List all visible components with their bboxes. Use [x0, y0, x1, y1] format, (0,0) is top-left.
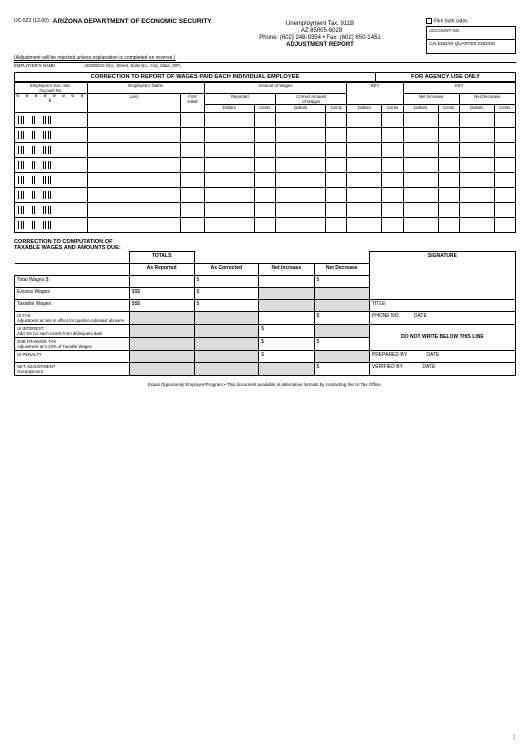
col-cents-4: Cents	[438, 104, 459, 112]
form-page: UC-522 (12-00) ARIZONA DEPARTMENT OF ECO…	[0, 0, 530, 749]
band-right: FOR AGENCY USE ONLY	[376, 72, 516, 82]
title-box[interactable]: TITLE	[369, 299, 515, 311]
department-name: ARIZONA DEPARTMENT OF ECONOMIC SECURITY	[53, 18, 212, 25]
checkbox-icon[interactable]	[426, 18, 432, 24]
as-corrected: As Corrected	[194, 263, 259, 275]
col-dollars-3: Dollars	[347, 104, 382, 112]
col-first-initial: FirstInitial	[181, 93, 204, 112]
employer-address-labels: EMPLOYER'S NAME ADDRESS (No., Street, Su…	[14, 63, 516, 68]
right-header-boxes: Film both sides ACCOUNT NO. CALENDAR QUA…	[426, 18, 516, 54]
col-cents-2: Cents	[326, 104, 347, 112]
col-last: Last	[87, 93, 181, 112]
address-label: ADDRESS (No., Street, Suite No., City, S…	[84, 63, 516, 68]
totals-table: TOTALS SIGNATURE As Reported As Correcte…	[14, 251, 516, 376]
page-number: 1	[513, 735, 516, 741]
rejection-note: (Adjustment will be rejected unless expl…	[14, 55, 516, 61]
col-correct: Correct Amountof Wages	[275, 93, 346, 104]
col-cents-1: Cents	[254, 104, 275, 112]
totals-header: TOTALS SIGNATURE	[15, 251, 516, 263]
ssn-zeros: 0 0 0 0 0 0 0 0 0	[15, 93, 88, 112]
totals-label: TOTALS	[129, 251, 194, 263]
table-row[interactable]	[15, 187, 516, 202]
do-not-write: DO NOT WRITE BELOW THIS LINE	[369, 324, 515, 350]
calendar-quarter-box[interactable]: CALENDAR QUARTER ENDING	[426, 40, 516, 54]
form-code: UC-522 (12-00)	[14, 18, 49, 25]
footer-text: Equal Opportunity Employer/Program • Thi…	[14, 382, 516, 387]
col-netdec: Net Decrease	[459, 93, 515, 104]
row-uiinterest[interactable]: UI INTERESTAdd 1% for each month from de…	[15, 324, 516, 337]
section-band: CORRECTION TO REPORT OF WAGES PAID EACH …	[14, 72, 516, 82]
col-cents-3: Cents	[382, 104, 403, 112]
signature-box[interactable]: SIGNATURE	[369, 251, 515, 299]
col-dollars-2: Dollars	[275, 104, 325, 112]
as-reported: As Reported	[129, 263, 194, 275]
blank-cell	[15, 251, 130, 263]
col-cents-5: Cents	[494, 104, 515, 112]
table-row[interactable]	[15, 157, 516, 172]
col-dollars-5: Dollars	[459, 104, 494, 112]
col-netinc: Net Increase	[403, 93, 459, 104]
net-decrease: Net Decrease	[314, 263, 369, 275]
col-amount: Amount of Wages	[204, 82, 347, 93]
film-both-sides: Film both sides	[426, 18, 516, 24]
col-empname: Employee's Name	[87, 82, 204, 93]
table-row[interactable]	[15, 127, 516, 142]
col-key1: KEY	[347, 82, 403, 104]
row-netadj[interactable]: NET ADJUSTMENTOverpayment $ VERIFIED BY …	[15, 362, 516, 375]
account-no-box[interactable]: ACCOUNT NO.	[426, 26, 516, 40]
col-ssn: Employee's Soc. Sec.Account No.	[15, 82, 88, 93]
col-reported: Reported	[204, 93, 275, 104]
wages-table: Employee's Soc. Sec.Account No. Employee…	[14, 82, 516, 233]
row-taxable-wages[interactable]: Taxable Wages $$$$ TITLE	[15, 299, 516, 311]
table-row[interactable]	[15, 112, 516, 127]
row-uipenalty[interactable]: UI PENALTY $ PREPARED BY DATE	[15, 350, 516, 362]
col-key2: KEY	[403, 82, 515, 93]
col-dollars-4: Dollars	[403, 104, 438, 112]
section2-title: CORRECTION TO COMPUTATION OFTAXABLE WAGE…	[14, 239, 516, 251]
table-row[interactable]	[15, 217, 516, 232]
table-row[interactable]	[15, 172, 516, 187]
table-row[interactable]	[15, 202, 516, 217]
row-uitax[interactable]: UI TAXAdjustment at rate in effect for q…	[15, 311, 516, 324]
employer-name-label: EMPLOYER'S NAME	[14, 63, 84, 68]
verified-by-box[interactable]: VERIFIED BY DATE	[369, 362, 515, 375]
net-increase: Net Increase	[259, 263, 314, 275]
band-left: CORRECTION TO REPORT OF WAGES PAID EACH …	[14, 72, 376, 82]
table-header-1: Employee's Soc. Sec.Account No. Employee…	[15, 82, 516, 93]
col-dollars-1: Dollars	[204, 104, 254, 112]
phone-date-box[interactable]: PHONE NO. DATE	[369, 311, 515, 324]
prepared-by-box[interactable]: PREPARED BY DATE	[369, 350, 515, 362]
table-header-2: 0 0 0 0 0 0 0 0 0 Last FirstInitial Repo…	[15, 93, 516, 104]
table-row[interactable]	[15, 142, 516, 157]
